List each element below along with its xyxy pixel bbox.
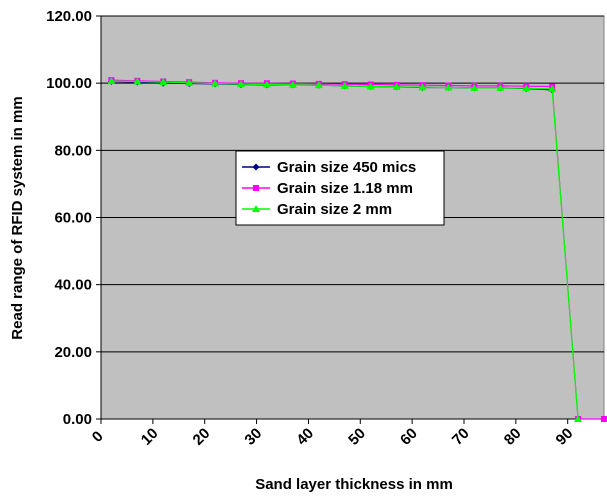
x-tick-label: 30	[241, 425, 265, 449]
y-tick-label: 0.00	[63, 411, 92, 428]
data-point	[366, 82, 375, 90]
data-point	[107, 77, 116, 85]
legend-item: Grain size 1.18 mm	[242, 180, 413, 197]
data-point	[470, 83, 479, 91]
legend-box	[235, 150, 445, 226]
y-axis-ticks: 0.00 20.00 40.00 60.00 80.00 100.00 120.00	[46, 8, 101, 428]
x-tick-label: 0	[89, 428, 107, 446]
data-point	[159, 78, 168, 86]
y-tick-label: 100.00	[46, 75, 92, 92]
x-tick-label: 60	[397, 425, 421, 449]
data-point	[392, 82, 401, 90]
x-tick-label: 10	[138, 425, 162, 449]
data-point	[548, 84, 557, 92]
data-point	[237, 80, 246, 88]
y-tick-label: 60.00	[54, 210, 92, 227]
legend-label: Grain size 2 mm	[277, 201, 392, 218]
data-point	[262, 80, 271, 88]
data-point	[133, 77, 142, 85]
data-point	[314, 81, 323, 89]
x-tick-label: 20	[190, 425, 214, 449]
legend-item: Grain size 2 mm	[242, 201, 392, 218]
y-tick-label: 120.00	[46, 8, 92, 25]
x-tick-label: 80	[501, 425, 525, 449]
legend: Grain size 450 mics Grain size 1.18 mm Gra…	[235, 150, 445, 226]
y-tick-label: 40.00	[54, 277, 92, 294]
x-tick-label: 40	[293, 425, 317, 449]
data-point	[522, 84, 531, 92]
data-point	[496, 83, 505, 91]
legend-marker	[253, 185, 259, 191]
x-tick-label: 50	[345, 425, 369, 449]
data-point	[185, 78, 194, 86]
data-point	[288, 80, 297, 88]
x-tick-label: 70	[449, 425, 473, 449]
legend-label: Grain size 1.18 mm	[277, 180, 413, 197]
data-point	[211, 79, 220, 87]
data-point	[574, 415, 583, 422]
legend-item: Grain size 450 mics	[242, 159, 416, 176]
legend-marker	[252, 163, 260, 171]
y-axis-title: Read range of RFID system in mm	[9, 96, 26, 339]
data-point	[418, 83, 427, 91]
series-layer	[107, 77, 607, 422]
data-point	[444, 83, 453, 91]
series-line	[111, 79, 604, 420]
data-point	[601, 416, 607, 422]
y-tick-label: 80.00	[54, 142, 92, 159]
x-axis-title: Sand layer thickness in mm	[255, 476, 453, 493]
data-point	[340, 81, 349, 89]
x-axis-ticks: 0 10 20 30 40 50 60 70 80 90	[89, 419, 577, 449]
legend-label: Grain size 450 mics	[277, 159, 416, 176]
x-tick-label: 90	[553, 425, 577, 449]
y-tick-label: 20.00	[54, 344, 92, 361]
series-3	[107, 77, 583, 422]
legend-marker	[252, 205, 260, 212]
